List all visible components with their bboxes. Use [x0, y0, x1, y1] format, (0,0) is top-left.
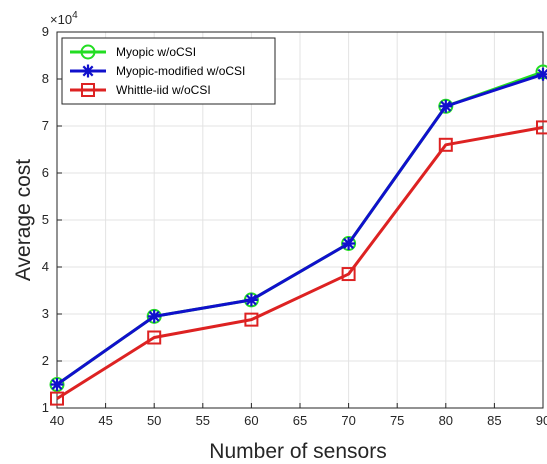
data-point — [50, 391, 64, 406]
series-circle — [49, 64, 547, 392]
legend-marker — [81, 64, 95, 78]
y-axis-ticks: 1 2 3 4 5 6 7 8 9 — [42, 24, 62, 415]
y-tick-label: 6 — [42, 165, 49, 180]
data-point — [147, 309, 161, 323]
x-tick-label: 70 — [341, 413, 355, 428]
y-tick-label: 4 — [42, 259, 49, 274]
data-point — [50, 378, 64, 391]
y-tick-label: 3 — [42, 306, 49, 321]
x-axis-label: Number of sensors — [209, 440, 386, 463]
y-tick-label: 7 — [42, 118, 49, 133]
y-tick-label: 5 — [42, 212, 49, 227]
data-point — [147, 330, 162, 345]
x-tick-label: 65 — [293, 413, 307, 428]
y-axis-label: Average cost — [12, 159, 35, 281]
legend-item: Whittle-iid w/oCSI — [70, 83, 211, 97]
x-tick-label: 75 — [390, 413, 404, 428]
data-point — [244, 312, 259, 327]
x-tick-label: 55 — [196, 413, 210, 428]
y-tick-label: 8 — [42, 71, 49, 86]
data-point — [341, 267, 356, 282]
legend-label: Whittle-iid w/oCSI — [116, 83, 211, 97]
data-point — [536, 67, 547, 81]
y-axis-multiplier: ×104 — [50, 10, 78, 27]
data-point — [439, 99, 453, 113]
data-point — [438, 137, 453, 152]
series-group — [49, 64, 547, 406]
legend-label: Myopic-modified w/oCSI — [116, 64, 245, 78]
series-line — [56, 72, 544, 386]
x-tick-label: 85 — [487, 413, 501, 428]
x-tick-label: 50 — [147, 413, 161, 428]
legend-label: Myopic w/oCSI — [116, 45, 196, 59]
data-point — [342, 237, 356, 250]
legend-item: Myopic-modified w/oCSI — [70, 64, 245, 78]
series-line — [56, 125, 544, 400]
y-tick-label: 1 — [42, 400, 49, 415]
y-tick-label: 9 — [42, 24, 49, 39]
legend: Myopic w/oCSI Myopic-modified w/oCSI Whitt… — [61, 37, 276, 105]
legend-item: Myopic w/oCSI — [70, 44, 196, 60]
legend-marker — [80, 44, 96, 60]
x-axis-ticks: 40 45 50 55 60 65 70 75 80 85 90 — [50, 403, 547, 428]
legend-marker — [81, 83, 95, 97]
x-tick-label: 60 — [244, 413, 258, 428]
data-point — [536, 120, 547, 135]
x-tick-label: 40 — [50, 413, 64, 428]
x-tick-label: 45 — [98, 413, 112, 428]
y-tick-label: 2 — [42, 353, 49, 368]
series-asterisk — [50, 67, 547, 391]
x-tick-label: 80 — [439, 413, 453, 428]
x-tick-label: 90 — [536, 413, 547, 428]
series-square — [50, 120, 547, 406]
data-point — [244, 293, 258, 307]
